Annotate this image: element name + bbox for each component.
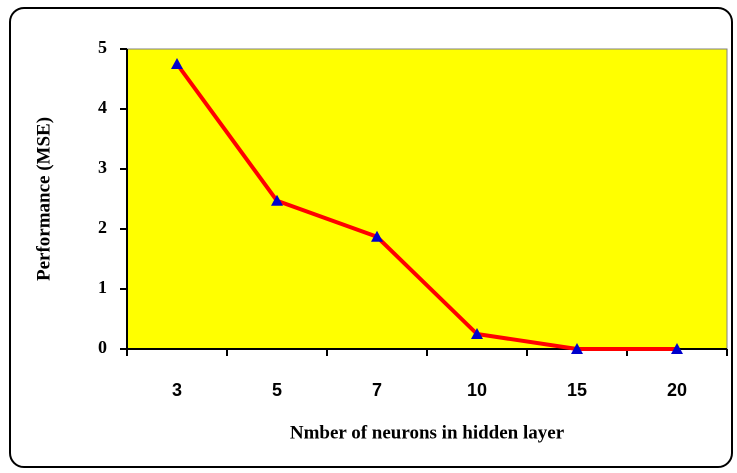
marker [571, 343, 583, 354]
marker [671, 343, 683, 354]
y-tick-label: 5 [98, 37, 107, 57]
y-tick-label: 1 [98, 277, 107, 297]
x-tick-label: 15 [567, 380, 587, 400]
y-tick-label: 0 [98, 337, 107, 357]
plot-area [126, 48, 728, 350]
x-tick-label: 20 [667, 380, 687, 400]
y-tick-label: 2 [98, 217, 107, 237]
x-tick-label: 10 [467, 380, 487, 400]
x-tick-label: 5 [272, 380, 282, 400]
x-axis-label: Nmber of neurons in hidden layer [290, 422, 565, 443]
marker [171, 58, 183, 69]
marker [471, 328, 483, 339]
y-axis-label: Performance (MSE) [33, 117, 54, 281]
x-tick-label: 3 [172, 380, 182, 400]
marker [371, 230, 383, 242]
y-tick-label: 3 [98, 157, 107, 177]
line [175, 62, 677, 351]
y-tick-label: 4 [98, 97, 107, 117]
x-tick-label: 7 [372, 380, 382, 400]
marker [271, 194, 283, 206]
